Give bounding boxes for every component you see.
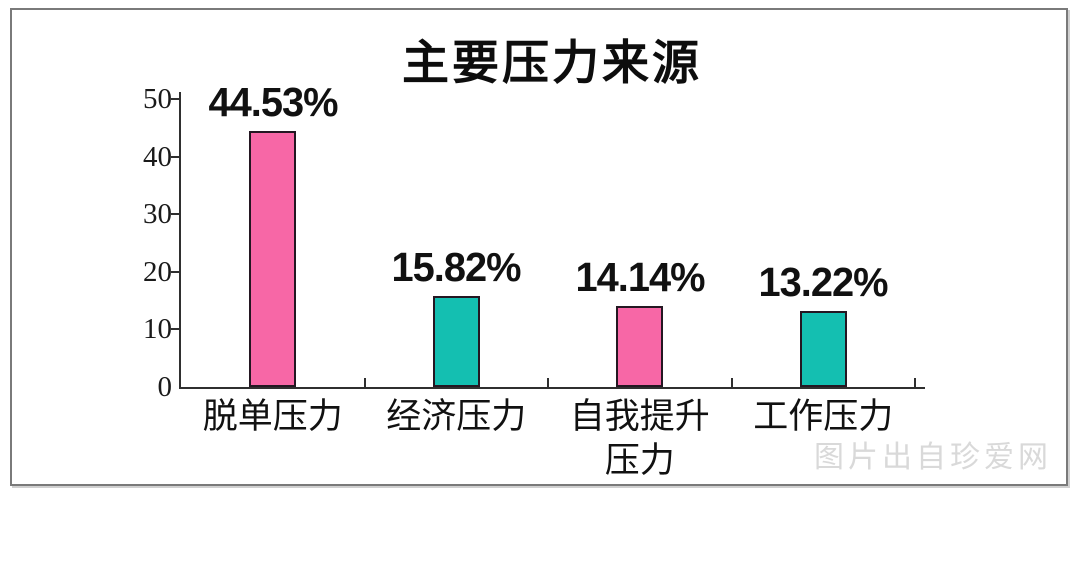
bar-value-label: 44.53%: [208, 78, 338, 125]
x-axis-category-label: 自我提升 压力: [569, 397, 710, 480]
bar: [249, 130, 297, 387]
y-axis-tick-label: 50: [143, 83, 172, 115]
y-axis-tick-label: 20: [143, 255, 172, 288]
y-axis-line: [179, 92, 181, 389]
y-axis-tick: [171, 155, 179, 158]
y-axis-tick: [171, 213, 179, 216]
bar: [799, 310, 847, 387]
x-axis-tick: [363, 378, 366, 387]
bar-value-label: 14.14%: [575, 253, 705, 300]
y-axis-tick-label: 40: [143, 140, 172, 173]
x-axis-tick: [730, 378, 733, 387]
chart-title: 主要压力来源: [402, 36, 702, 89]
x-axis-tick: [547, 378, 549, 387]
x-axis-category-label: 工作压力: [753, 397, 894, 436]
bar: [616, 305, 664, 387]
y-axis-tick: [171, 98, 179, 100]
x-axis-category-label: 经济压力: [386, 397, 527, 436]
y-axis-tick: [171, 328, 179, 331]
y-axis-tick-label: 0: [157, 371, 173, 403]
y-axis-tick: [171, 270, 179, 273]
watermark-text: 图片出自珍爱网: [814, 441, 1052, 474]
x-axis-tick: [914, 378, 916, 387]
x-axis-line: [179, 387, 925, 389]
bar-value-label: 15.82%: [391, 243, 522, 290]
x-axis-category-label: 脱单压力: [202, 397, 343, 436]
bar: [432, 295, 480, 387]
chart-frame: 主要压力来源 0 10 20 30 40 50 44.53% 脱单压力 15.82% 经济压力 14…: [10, 8, 1068, 486]
bar-value-label: 13.22%: [758, 258, 889, 305]
y-axis-tick-label: 30: [143, 198, 172, 231]
y-axis-tick-label: 10: [143, 313, 172, 346]
